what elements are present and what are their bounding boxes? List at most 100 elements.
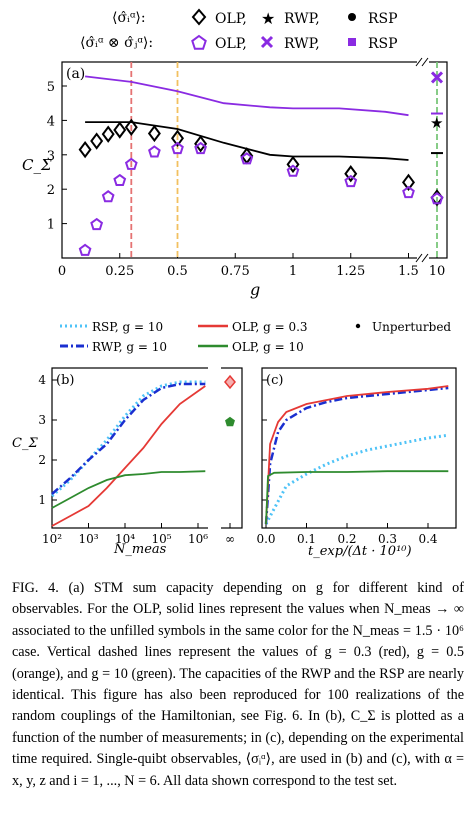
legend-square-marker <box>348 38 356 46</box>
c-xtick-label: 0.2 <box>337 532 356 546</box>
a-ytick-label: 3 <box>47 149 55 164</box>
b-point-diamond <box>224 374 236 390</box>
legend-olp-label: OLP, <box>215 11 247 27</box>
caption-text: FIG. 4. (a) STM sum capacity depending o… <box>12 580 464 789</box>
panel-b-inset-frame <box>218 367 243 529</box>
panel-a-tag: (a) <box>66 66 85 82</box>
a-point-diamond <box>90 132 104 150</box>
panel-a-xlabel: g <box>250 280 260 299</box>
c-xtick-label: 0.3 <box>378 532 397 546</box>
b-series-line <box>51 380 206 498</box>
a-point-diamond <box>101 125 115 143</box>
legend-rsp-g10: RSP, g = 10 <box>92 320 163 334</box>
panel-c-frame <box>261 367 457 529</box>
b-ytick-label: 2 <box>38 453 46 467</box>
legend-rwp-g10: RWP, g = 10 <box>92 340 167 354</box>
panel-a-ylabel: C_Σ <box>22 156 52 174</box>
axis-break-top <box>415 57 429 67</box>
legend-rsp-label: RSP <box>368 11 398 27</box>
a-series-line <box>85 121 409 161</box>
axis-break-bottom <box>415 253 429 263</box>
a-xtick-label: 10 <box>429 264 446 279</box>
b-xtick-label: ∞ <box>225 532 235 546</box>
panel-c-tag: (c) <box>266 373 283 388</box>
legend-pentagon-marker <box>191 34 207 50</box>
panel-b-xlabel: N_meas <box>113 542 167 557</box>
legend-unperturbed: Unperturbed <box>372 320 451 334</box>
a-point-pentagon <box>194 141 207 155</box>
a-xtick-label: 0.25 <box>105 264 134 279</box>
b-xtick-label: 10⁵ <box>151 532 171 546</box>
a-point-pentagon <box>344 174 358 188</box>
a-point-pentagon <box>113 173 127 186</box>
a-point-pentagon <box>148 145 161 158</box>
legend-bottom: RSP, g = 10 OLP, g = 0.3 Unperturbed RWP… <box>60 320 451 354</box>
b-series-line <box>51 470 206 509</box>
a-point-diamond <box>171 129 184 147</box>
legend-olp-label-2: OLP, <box>215 36 247 52</box>
b-ytick-label: 3 <box>38 413 46 427</box>
legend-dot-marker <box>348 13 356 21</box>
axis-break-gap <box>417 55 429 265</box>
a-xtick-label: 1.5 <box>398 264 419 279</box>
a-xtick-label: 0.75 <box>221 264 250 279</box>
panel-a-frame <box>61 61 420 259</box>
c-xtick-label: 0.4 <box>418 532 437 546</box>
legend-rsp-label-2: RSP <box>368 36 398 52</box>
b-ytick-label: 4 <box>38 373 46 387</box>
b-xtick-label: 10² <box>42 532 62 546</box>
a-point-diamond <box>402 173 415 191</box>
legend-row1-label: ⟨σ̂ᵢᵅ⟩: <box>112 10 146 26</box>
a-point-pentagon <box>402 185 415 199</box>
legend-star-marker: ★ <box>261 9 275 28</box>
legend-top: ⟨σ̂ᵢᵅ⟩: ⟨σ̂ᵢᵅ ⊗ σ̂ⱼᵅ⟩: OLP, ★ RWP, RSP O… <box>80 8 398 52</box>
b-xtick-label: 10⁶ <box>188 532 208 546</box>
c-series-line <box>265 385 449 525</box>
a-point-diamond <box>78 140 92 159</box>
a-point-diamond <box>147 124 161 143</box>
b-xtick-label: 10⁴ <box>115 532 135 546</box>
a-point-pentagon <box>240 152 254 165</box>
a-ytick-label: 2 <box>47 183 55 198</box>
a-point-pentagon <box>90 217 104 231</box>
legend-rwp-label: RWP, <box>284 11 320 27</box>
a-point-pentagon <box>78 243 92 256</box>
a-series-line <box>84 75 409 117</box>
a-point-diamond <box>344 165 358 183</box>
legend-x-marker <box>260 35 274 49</box>
a-point-pentagon <box>101 190 115 203</box>
panel-b-ylabel: C_Σ <box>12 436 38 451</box>
a-point-pentagon <box>286 164 300 177</box>
panel-a: (a) g C_Σ 0 0.25 0.5 0.75 1 1.25 1.5 10 1 2 3 4 5 ★ <box>22 55 448 299</box>
c-xtick-label: 0.1 <box>297 532 316 546</box>
a-point-diamond <box>124 118 138 136</box>
a-point-x <box>430 71 444 84</box>
a-point-star: ★ <box>430 114 443 132</box>
c-series-line <box>265 470 449 525</box>
panel-c: (c) t_exp/(Δt · 10¹⁰) 0.0 0.1 0.2 0.3 0.4 <box>256 367 457 559</box>
b-ytick-label: 1 <box>38 493 46 507</box>
figure-caption: FIG. 4. (a) STM sum capacity depending o… <box>12 578 464 792</box>
legend-rwp-label-2: RWP, <box>284 36 320 52</box>
c-series-line <box>264 386 449 525</box>
a-point-diamond <box>194 135 208 153</box>
legend-diamond-marker <box>191 8 207 26</box>
a-xtick-label: 1.25 <box>336 264 365 279</box>
b-point-pentagon <box>225 416 235 427</box>
legend-row2-label: ⟨σ̂ᵢᵅ ⊗ σ̂ⱼᵅ⟩: <box>80 35 153 51</box>
legend-unperturbed-dot <box>355 323 361 329</box>
axis-break-gap-b <box>208 362 221 534</box>
c-xtick-label: 0.0 <box>256 532 275 546</box>
a-point-pentagon <box>430 192 444 205</box>
panel-b-frame <box>51 367 211 529</box>
a-ytick-label: 5 <box>47 80 55 95</box>
a-xtick-label: 1 <box>289 264 297 279</box>
b-xtick-label: 10³ <box>78 532 98 546</box>
a-xtick-label: 0 <box>58 264 66 279</box>
a-xtick-label: 0.5 <box>167 264 188 279</box>
a-point-pentagon <box>124 157 138 170</box>
b-series-line <box>51 382 206 495</box>
legend-olp-g03: OLP, g = 0.3 <box>232 320 308 334</box>
a-ytick-label: 1 <box>47 218 55 233</box>
a-point-diamond <box>113 121 127 139</box>
